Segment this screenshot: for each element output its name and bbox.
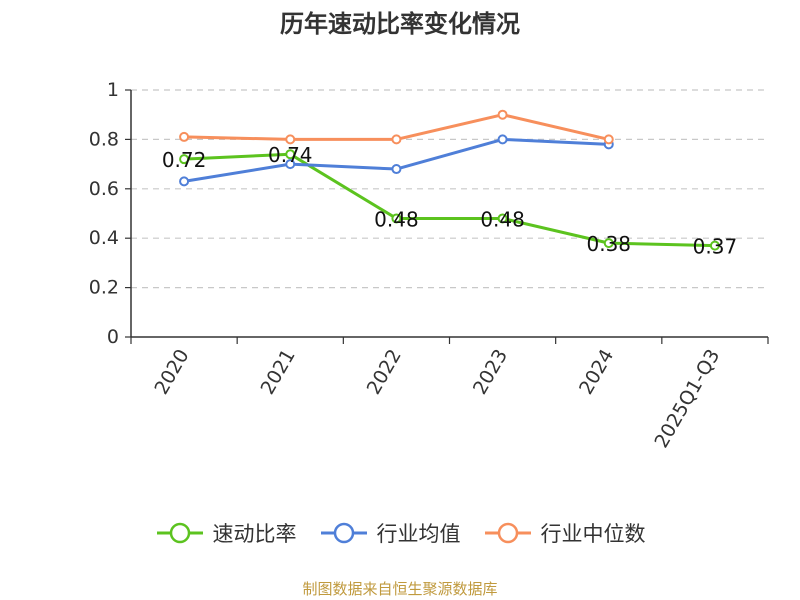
data-label: 0.38 <box>586 232 631 256</box>
axis-layer: 0 0.2 0.4 0.6 0.8 1 2020 2021 2022 2023 2024 2025Q1… <box>89 79 769 452</box>
data-point <box>603 134 614 145</box>
data-point <box>497 213 508 224</box>
chart-title: 历年速动比率变化情况 <box>280 10 520 38</box>
data-point <box>497 134 508 145</box>
y-tick-label: 0.6 <box>89 178 119 200</box>
y-tick-label: 0.4 <box>89 227 119 249</box>
data-point <box>179 131 190 142</box>
x-tick-label: 2022 <box>363 346 406 399</box>
series-line-0 <box>184 152 715 248</box>
data-label: 0.37 <box>693 235 738 259</box>
y-tick-label: 1 <box>107 79 119 101</box>
series-layer <box>179 109 720 251</box>
x-tick-label: 2020 <box>150 346 193 399</box>
legend-item[interactable]: 速动比率 <box>155 518 297 548</box>
x-tick-label: 2021 <box>257 346 300 399</box>
grid-layer <box>131 89 768 289</box>
data-label: 0.74 <box>268 143 313 167</box>
data-point <box>391 134 402 145</box>
data-point <box>709 240 720 251</box>
x-tick-label: 2025Q1-Q3 <box>650 346 724 452</box>
legend-label: 速动比率 <box>212 522 297 546</box>
data-point <box>285 159 296 170</box>
label-layer: 0.72 0.74 0.48 0.48 0.38 0.37 <box>162 143 737 258</box>
x-tick-label: 2024 <box>575 346 618 399</box>
y-tick-label: 0.8 <box>89 128 119 150</box>
legend-marker-icon <box>156 522 203 544</box>
legend: 速动比率 行业均值 行业中位数 <box>0 518 800 548</box>
legend-item[interactable]: 行业中位数 <box>483 518 646 548</box>
legend-label: 行业中位数 <box>540 522 646 546</box>
data-label: 0.72 <box>162 148 207 172</box>
data-point <box>603 238 614 249</box>
data-label: 0.48 <box>374 207 419 231</box>
legend-label: 行业均值 <box>376 522 461 546</box>
data-point <box>179 176 190 187</box>
source-note: 制图数据来自恒生聚源数据库 <box>302 580 498 598</box>
legend-marker-icon <box>484 522 531 544</box>
data-point <box>391 164 402 175</box>
legend-item[interactable]: 行业均值 <box>319 518 461 548</box>
y-tick-label: 0.2 <box>89 277 119 299</box>
data-point <box>179 154 190 165</box>
y-tick-label: 0 <box>107 326 119 348</box>
x-tick-label: 2023 <box>469 346 512 399</box>
legend-marker-icon <box>320 522 367 544</box>
series-line-1 <box>183 137 609 183</box>
data-point <box>285 149 296 160</box>
data-point <box>285 134 296 145</box>
data-point <box>497 109 508 120</box>
data-point <box>391 213 402 224</box>
data-label: 0.48 <box>480 207 525 231</box>
